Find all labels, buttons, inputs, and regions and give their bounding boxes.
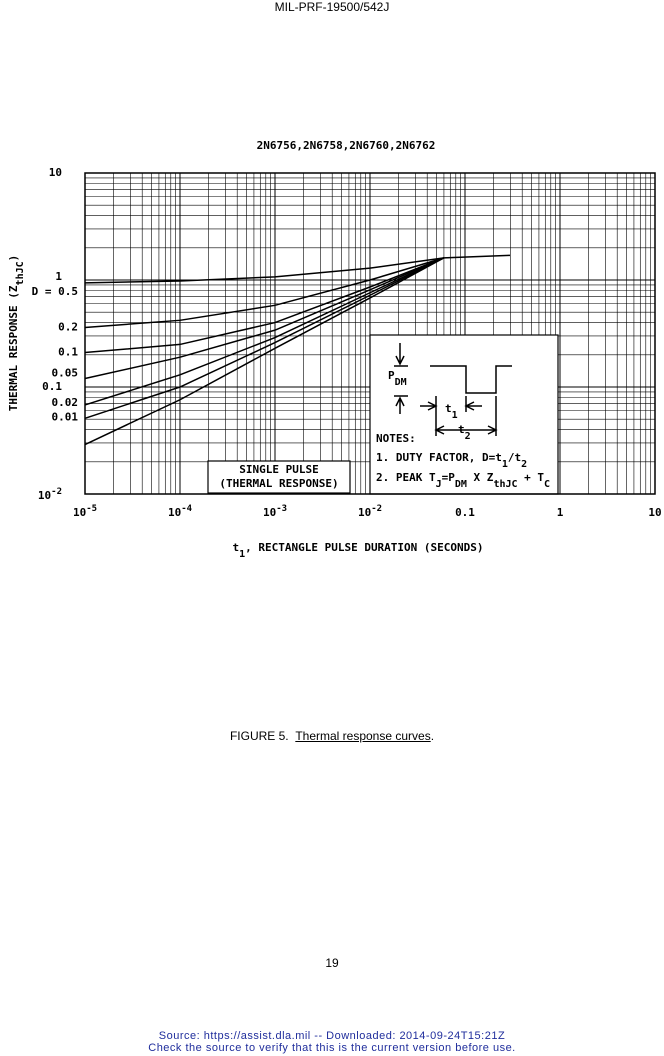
note-part: X Z [467,471,494,484]
t2-label-part: 2 [465,431,471,442]
t1-label-part: 1 [452,410,458,421]
footer-line: Check the source to verify that this is … [148,1042,516,1054]
x-tick-label-base: 10 [358,506,371,519]
curve [84,257,445,446]
x-tick-label-exp: -2 [371,504,382,514]
curves [84,254,511,446]
caption-prefix: FIGURE 5. [229,729,289,743]
series-label: 0.1 [58,346,78,359]
chart: 2N6756,2N6758,2N6760,2N6762 10-5 10-4 10-3… [7,139,662,560]
series-label: 0.2 [58,320,78,333]
plot-frame [84,172,656,495]
series-label: SINGLE PULSE [239,463,318,476]
x-axis-label-part: 1 [239,549,245,560]
x-tick-label: 10-5 [73,504,97,520]
note-part: thJC [493,479,517,490]
note-part: 1. DUTY FACTOR, D=t [376,451,502,464]
y-tick-label: 10-2 [38,487,62,503]
pulse-diagram [394,343,512,436]
page-number: 19 [325,956,339,970]
x-tick-label: 10-4 [168,504,193,520]
series-label: 0.02 [52,396,79,409]
y-tick-label: 1 [55,270,62,283]
x-tick-label-exp: -5 [86,504,97,514]
x-tick-label-base: 10 [263,506,276,519]
x-axis-label: t1, RECTANGLE PULSE DURATION (SECONDS) [232,541,483,560]
header: MIL-PRF-19500/542J [274,0,390,14]
note: 1. DUTY FACTOR, D=t1/t2 [376,451,527,470]
x-tick-label-base: 10 [168,506,181,519]
y-tick-label-base: 10 [38,489,51,502]
footer-line: Source: https://assist.dla.mil -- Downlo… [158,1030,506,1042]
curve [84,257,445,420]
y-axis-label-part: ) [7,255,20,262]
pdm-arrows [394,343,408,414]
pdm-label-part: P [388,369,395,382]
note-part: 2 [521,459,527,470]
y-axis-label-part: THERMAL RESPONSE (Z [7,285,20,411]
x-axis-label-part: t [232,541,239,554]
x-tick-label-exp: -4 [181,504,192,514]
y-tick-label-exp: -2 [51,487,62,497]
note-part: =P [442,471,456,484]
notes-title: NOTES: [376,432,416,445]
curve [84,257,445,354]
series-label: 0.01 [52,410,79,423]
curve [84,257,445,329]
series-label: D = 0.5 [32,285,78,298]
x-tick-label: 1 [557,506,564,519]
note-part: 1 [502,459,508,470]
x-axis-label-part: , RECTANGLE PULSE DURATION (SECONDS) [245,541,483,554]
y-tick-label: 0.1 [42,380,62,393]
note-part: C [544,479,550,490]
curve [84,257,445,406]
curve [84,257,445,380]
x-tick-label-exp: -3 [276,504,287,514]
t1-label: t1 [445,402,458,421]
x-tick-label: 0.1 [455,506,475,519]
y-axis-label: THERMAL RESPONSE (ZthJC) [7,255,26,412]
x-tick-label: 10-3 [263,504,287,520]
x-tick-label: 10 [648,506,661,519]
time-arrows [420,396,498,436]
note: 2. PEAK TJ=PDM X ZthJC + TC [376,471,550,490]
note-part: 2. PEAK T [376,471,436,484]
curve [84,254,511,284]
pdm-label-part: DM [395,377,407,388]
x-tick-label: 10-2 [358,504,382,520]
single-pulse-box [207,460,351,494]
x-tick-label-base: 10 [73,506,86,519]
note-part: /t [508,451,521,464]
single-pulse-note: (THERMAL RESPONSE) [219,477,338,490]
note-part: + T [518,471,545,484]
note-part: DM [455,479,467,490]
chart-title: 2N6756,2N6758,2N6760,2N6762 [257,139,436,152]
caption-text: Thermal response curves [295,729,431,743]
caption-suffix: . [430,729,435,743]
pulse-wave [430,365,512,394]
footer: Source: https://assist.dla.mil -- Downlo… [0,1030,664,1054]
y-tick-label: 10 [49,166,62,179]
series-label: 0.05 [52,367,79,380]
y-axis-label-part: thJC [15,261,26,285]
t1-label-part: t [445,402,452,415]
caption: FIGURE 5. Thermal response curves. [0,729,664,743]
note-part: J [436,479,442,490]
pdm-label: PDM [388,369,407,388]
